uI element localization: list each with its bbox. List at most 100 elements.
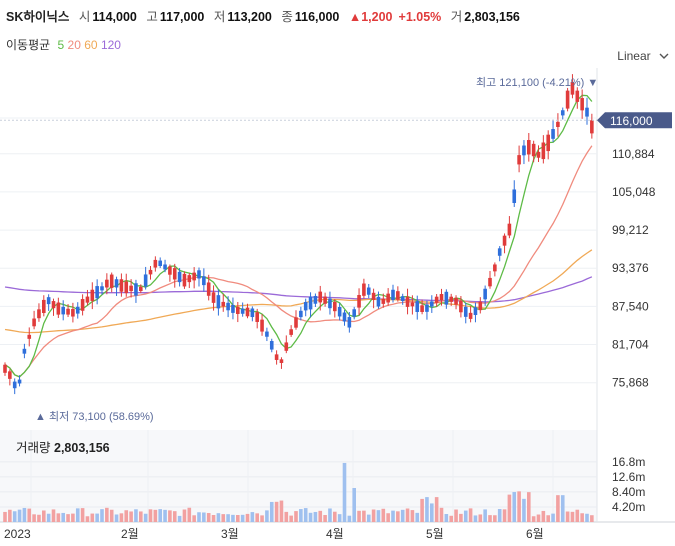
candle-body bbox=[216, 295, 221, 309]
candle-body bbox=[187, 275, 192, 283]
candle-body bbox=[551, 129, 555, 139]
volume-bar bbox=[507, 494, 512, 522]
candle-body bbox=[80, 299, 85, 311]
volume-bar bbox=[366, 514, 371, 522]
volume-bar bbox=[51, 509, 56, 522]
volume-bar bbox=[75, 508, 80, 522]
candle-body bbox=[279, 359, 284, 363]
y-tick-label: 81,704 bbox=[612, 338, 649, 352]
close-value: 116,000 bbox=[294, 10, 340, 24]
ma20-line bbox=[4, 145, 593, 378]
volume-bar bbox=[236, 514, 240, 522]
volume-bar bbox=[42, 510, 46, 522]
volume-label: 거 bbox=[450, 10, 463, 24]
volume-bar bbox=[430, 503, 434, 522]
candle-body bbox=[391, 289, 395, 300]
volume-bar bbox=[308, 512, 313, 522]
candle-body bbox=[483, 288, 487, 300]
moving-average-legend[interactable]: 이동평균 5 20 60 120 bbox=[6, 36, 121, 53]
candle-body bbox=[527, 140, 531, 155]
volume-tick-label: 16.8m bbox=[612, 455, 645, 469]
candle-body bbox=[420, 305, 424, 312]
volume-bar bbox=[139, 511, 143, 522]
candle-body bbox=[415, 301, 420, 312]
candle-body bbox=[459, 300, 463, 313]
candle-body bbox=[299, 310, 303, 318]
candle-body bbox=[177, 271, 182, 283]
volume-bar bbox=[255, 513, 259, 522]
volume-bar bbox=[376, 510, 381, 522]
volume-bar bbox=[497, 509, 502, 522]
volume-bar bbox=[85, 516, 90, 522]
candle-body bbox=[27, 334, 32, 339]
volume-bar bbox=[187, 507, 192, 522]
ma20-label: 20 bbox=[67, 38, 81, 52]
y-tick-label: 87,540 bbox=[612, 299, 649, 313]
candle-body bbox=[240, 308, 245, 314]
candle-body bbox=[449, 296, 453, 302]
candle-body bbox=[143, 274, 148, 287]
volume-bar bbox=[134, 509, 138, 522]
candle-body bbox=[502, 235, 507, 246]
candle-body bbox=[570, 82, 575, 95]
volume-bar bbox=[328, 508, 332, 522]
candle-body bbox=[347, 317, 352, 328]
candle-body bbox=[250, 308, 255, 318]
close-label: 종 bbox=[281, 10, 293, 24]
volume-bar bbox=[468, 508, 473, 522]
volume-bar bbox=[396, 511, 400, 522]
candle-body bbox=[512, 189, 517, 203]
y-tick-label: 75,868 bbox=[612, 376, 649, 390]
moving-average-label: 이동평균 bbox=[6, 38, 51, 52]
candle-body bbox=[12, 381, 17, 389]
candle-body bbox=[556, 121, 560, 127]
volume-bar bbox=[590, 515, 594, 522]
candle-body bbox=[497, 248, 502, 256]
volume-bar bbox=[483, 509, 487, 522]
candle-body bbox=[245, 307, 250, 317]
volume-bar bbox=[269, 501, 274, 522]
candle-body bbox=[255, 312, 259, 322]
volume-bar bbox=[459, 513, 463, 522]
candle-body bbox=[590, 120, 594, 134]
candle-body bbox=[17, 379, 22, 384]
candle-body bbox=[153, 259, 158, 268]
current-price-badge bbox=[597, 112, 672, 129]
volume-bar bbox=[109, 509, 114, 522]
candle-body bbox=[294, 317, 298, 328]
candle-body bbox=[284, 342, 289, 351]
volume-bar bbox=[192, 515, 196, 522]
ma120-line bbox=[4, 276, 593, 303]
candle-body bbox=[231, 304, 235, 313]
candle-body bbox=[148, 269, 153, 275]
volume-bar bbox=[536, 514, 541, 522]
candle-body bbox=[202, 276, 206, 286]
volume-bar bbox=[434, 497, 439, 522]
low-label: 저 bbox=[213, 10, 226, 24]
candle-body bbox=[507, 223, 512, 236]
volume-bar bbox=[439, 507, 444, 522]
candle-body bbox=[105, 279, 109, 288]
y-tick-label: 99,212 bbox=[612, 223, 649, 237]
volume-bar bbox=[410, 510, 415, 522]
volume-bar bbox=[473, 515, 478, 522]
volume-bar bbox=[527, 492, 531, 522]
candle-body bbox=[260, 319, 264, 332]
candle-body bbox=[444, 291, 449, 305]
volume-bar bbox=[260, 515, 264, 522]
volume-value: 2,803,156 bbox=[464, 10, 520, 24]
scale-selector[interactable]: Linear bbox=[617, 49, 669, 63]
candle-body bbox=[75, 306, 80, 314]
volume-bar bbox=[313, 511, 318, 522]
candle-body bbox=[226, 302, 230, 311]
candle-body bbox=[313, 295, 318, 304]
stock-name: SK하이닉스 bbox=[6, 10, 70, 24]
candle-body bbox=[134, 283, 138, 296]
volume-bar bbox=[362, 510, 366, 522]
candle-body bbox=[172, 268, 177, 280]
candle-body bbox=[323, 296, 327, 304]
volume-bar bbox=[211, 514, 216, 522]
volume-bar bbox=[386, 513, 390, 522]
volume-bar bbox=[206, 513, 211, 522]
